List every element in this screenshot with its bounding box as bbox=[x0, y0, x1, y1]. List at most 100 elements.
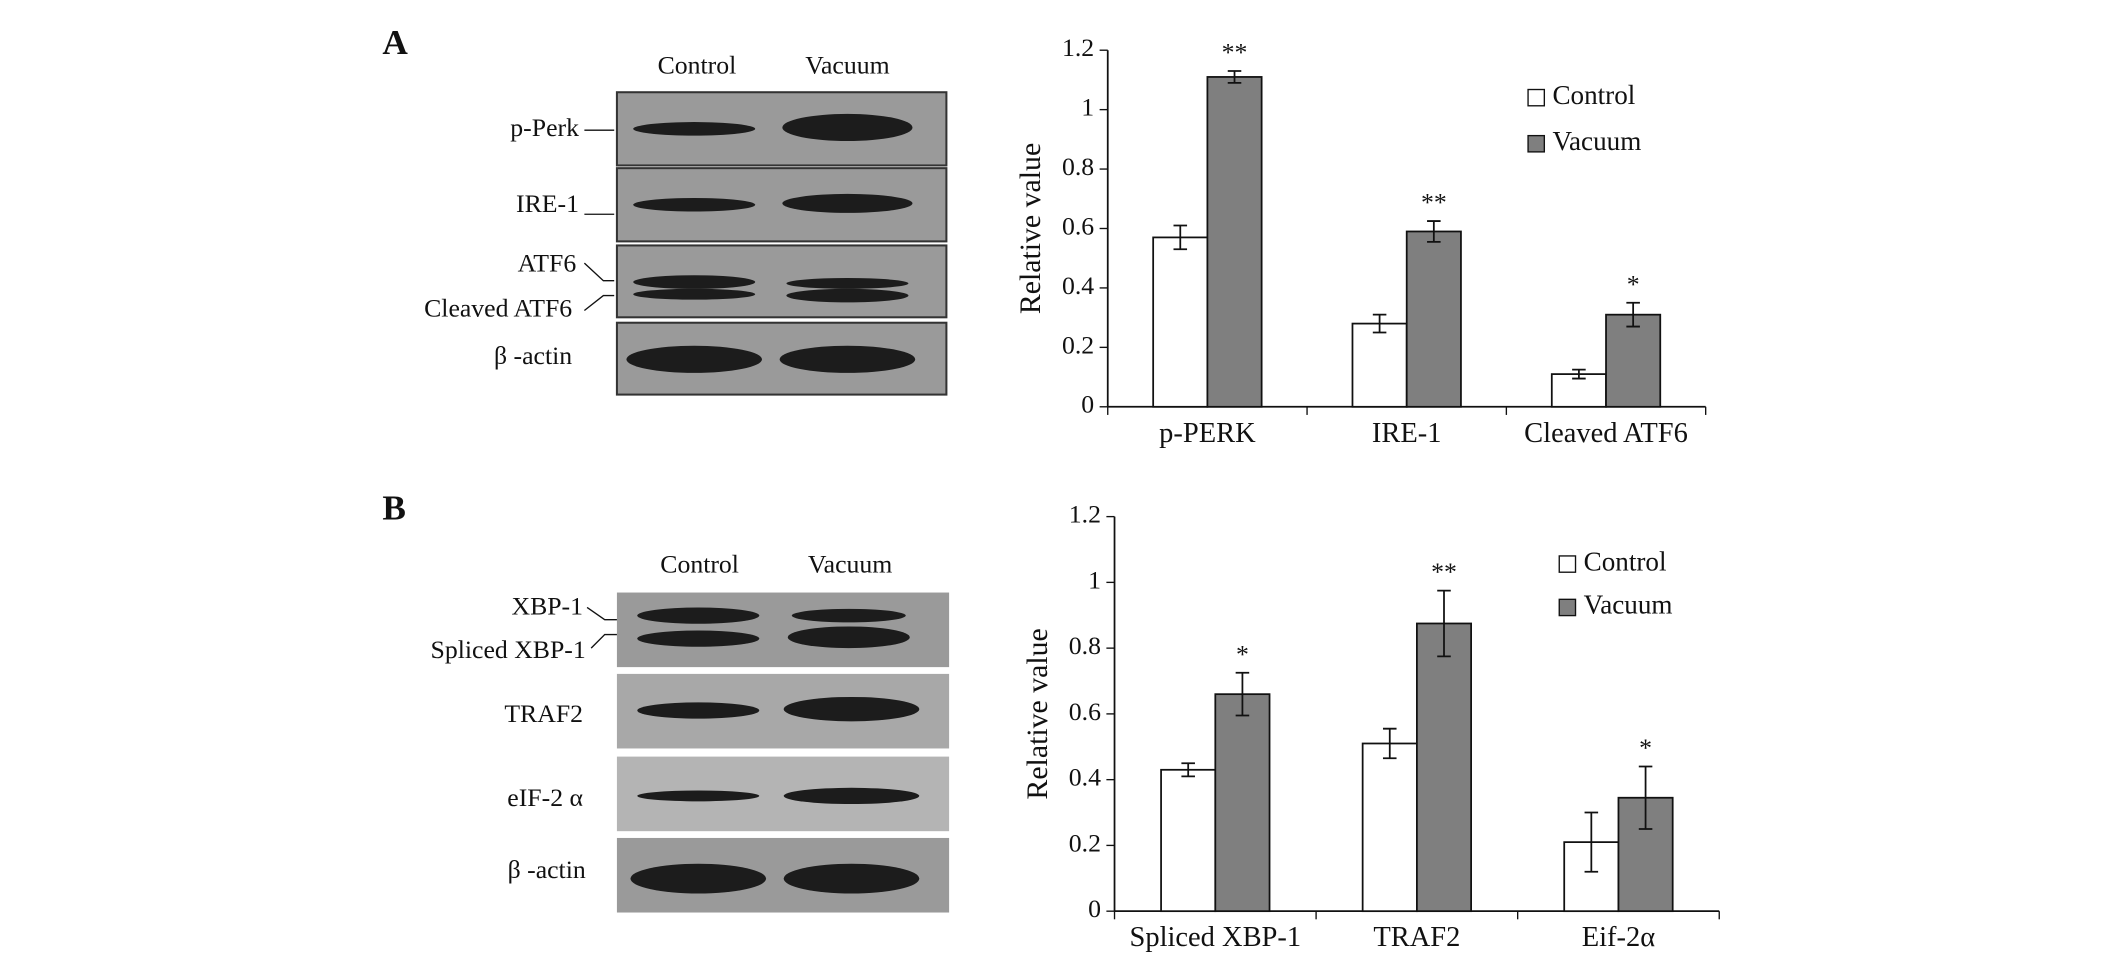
bar bbox=[1416, 622, 1472, 913]
error-bar bbox=[1626, 301, 1640, 328]
x-tick-label: Spliced XBP-1 bbox=[1130, 922, 1302, 953]
band-label: eIF-2 α bbox=[507, 783, 583, 812]
band bbox=[783, 863, 920, 894]
band-label: IRE-1 bbox=[516, 189, 579, 218]
y-tick-label: 0.2 bbox=[1069, 828, 1101, 857]
significance-label: ** bbox=[1222, 38, 1248, 67]
y-tick-label: 0.8 bbox=[1069, 631, 1101, 660]
band bbox=[633, 197, 756, 212]
y-tick-label: 0.6 bbox=[1062, 211, 1094, 240]
band bbox=[637, 790, 760, 802]
error-bar bbox=[1227, 70, 1242, 84]
y-tick-label: 0.6 bbox=[1069, 697, 1101, 726]
significance-label: * bbox=[1639, 733, 1652, 762]
bar bbox=[1206, 76, 1263, 408]
bar bbox=[1361, 742, 1418, 913]
band-label: TRAF2 bbox=[504, 699, 583, 728]
error-bar bbox=[1437, 589, 1451, 658]
error-bar bbox=[1638, 765, 1653, 830]
error-bar bbox=[1173, 224, 1188, 251]
band bbox=[786, 288, 909, 303]
error-bar bbox=[1572, 368, 1586, 380]
band bbox=[637, 630, 760, 647]
error-bar bbox=[1584, 811, 1599, 873]
y-axis-label: Relative value bbox=[1014, 143, 1047, 314]
band bbox=[782, 113, 913, 142]
legend-label: Vacuum bbox=[1584, 590, 1673, 620]
band bbox=[633, 275, 756, 289]
y-tick-label: 0.8 bbox=[1062, 152, 1094, 181]
panel-label: A bbox=[382, 23, 408, 62]
band bbox=[783, 696, 920, 722]
band-label: Cleaved ATF6 bbox=[424, 293, 572, 322]
y-tick-label: 1 bbox=[1088, 565, 1101, 594]
band-label: p-Perk bbox=[510, 113, 579, 142]
y-tick-label: 0 bbox=[1088, 894, 1101, 923]
blot-b: Control Vacuum XBP-1 Spliced XBP-1 TRAF2… bbox=[431, 550, 950, 913]
y-axis-label: Relative value bbox=[1021, 628, 1054, 799]
lane-label: Control bbox=[658, 51, 737, 80]
blot-a: Control Vacuum p-Perk IRE-1 ATF6 Cleaved… bbox=[424, 51, 948, 396]
error-bar bbox=[1372, 313, 1387, 334]
bar bbox=[1405, 230, 1462, 408]
significance-label: ** bbox=[1431, 557, 1457, 586]
legend-label: Vacuum bbox=[1552, 126, 1641, 156]
legend-swatch bbox=[1527, 88, 1546, 107]
x-tick-label: p-PERK bbox=[1159, 418, 1256, 449]
bar bbox=[1160, 768, 1217, 913]
bar bbox=[1605, 313, 1662, 408]
band bbox=[779, 345, 916, 373]
y-tick-label: 0.4 bbox=[1062, 271, 1094, 300]
band bbox=[786, 277, 909, 289]
significance-label: ** bbox=[1421, 188, 1447, 217]
band bbox=[630, 863, 767, 894]
bar bbox=[1214, 693, 1271, 913]
band bbox=[783, 787, 920, 805]
blot-strip bbox=[616, 592, 950, 668]
x-tick-label: IRE-1 bbox=[1372, 418, 1442, 449]
panel-label: B bbox=[382, 488, 406, 527]
x-tick-label: TRAF2 bbox=[1373, 922, 1460, 953]
x-tick-label: Cleaved ATF6 bbox=[1524, 418, 1688, 449]
legend-swatch bbox=[1527, 134, 1546, 153]
band bbox=[787, 626, 910, 649]
leader-line bbox=[590, 633, 617, 649]
legend-swatch bbox=[1558, 598, 1577, 617]
error-bar bbox=[1181, 762, 1195, 778]
y-tick-label: 0 bbox=[1081, 390, 1094, 419]
legend-swatch bbox=[1558, 555, 1577, 573]
y-tick-label: 1.2 bbox=[1069, 500, 1101, 529]
error-bar bbox=[1427, 220, 1441, 243]
band-label: ATF6 bbox=[518, 249, 577, 278]
y-tick-label: 1.2 bbox=[1062, 33, 1094, 62]
band bbox=[637, 607, 760, 624]
band bbox=[633, 122, 756, 136]
band-label: β -actin bbox=[508, 855, 586, 884]
band bbox=[626, 345, 762, 373]
lane-label: Vacuum bbox=[805, 51, 889, 80]
significance-label: * bbox=[1627, 269, 1640, 298]
leader-line bbox=[583, 294, 615, 312]
lane-label: Vacuum bbox=[808, 550, 892, 579]
legend-label: Control bbox=[1552, 80, 1635, 110]
band bbox=[782, 193, 913, 213]
y-tick-label: 0.2 bbox=[1062, 330, 1094, 359]
leader-line bbox=[583, 262, 615, 282]
band bbox=[633, 288, 756, 300]
leader-line bbox=[586, 606, 617, 621]
lane-label: Control bbox=[660, 550, 739, 579]
x-tick-label: Eif-2α bbox=[1582, 922, 1655, 953]
band bbox=[791, 608, 906, 623]
band-label: β -actin bbox=[494, 341, 572, 370]
error-bar bbox=[1235, 671, 1250, 717]
y-tick-label: 1 bbox=[1081, 93, 1094, 122]
bar bbox=[1152, 236, 1209, 408]
y-tick-label: 0.4 bbox=[1069, 763, 1101, 792]
bar bbox=[1550, 373, 1607, 408]
band-label: XBP-1 bbox=[511, 592, 583, 621]
band-label: Spliced XBP-1 bbox=[431, 635, 586, 664]
significance-label: * bbox=[1236, 639, 1249, 668]
error-bar bbox=[1382, 727, 1397, 760]
bar bbox=[1351, 322, 1408, 408]
